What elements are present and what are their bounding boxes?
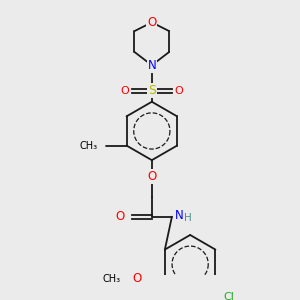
Text: O: O (120, 86, 129, 96)
Text: O: O (175, 86, 184, 96)
Text: S: S (148, 84, 156, 97)
Text: Cl: Cl (224, 292, 235, 300)
Text: O: O (115, 210, 124, 223)
Text: O: O (133, 272, 142, 285)
Text: CH₃: CH₃ (103, 274, 121, 284)
Text: CH₃: CH₃ (79, 141, 97, 151)
Text: H: H (184, 213, 191, 223)
Text: N: N (147, 59, 156, 72)
Text: O: O (147, 170, 156, 183)
Text: O: O (147, 16, 156, 29)
Text: N: N (175, 209, 183, 222)
